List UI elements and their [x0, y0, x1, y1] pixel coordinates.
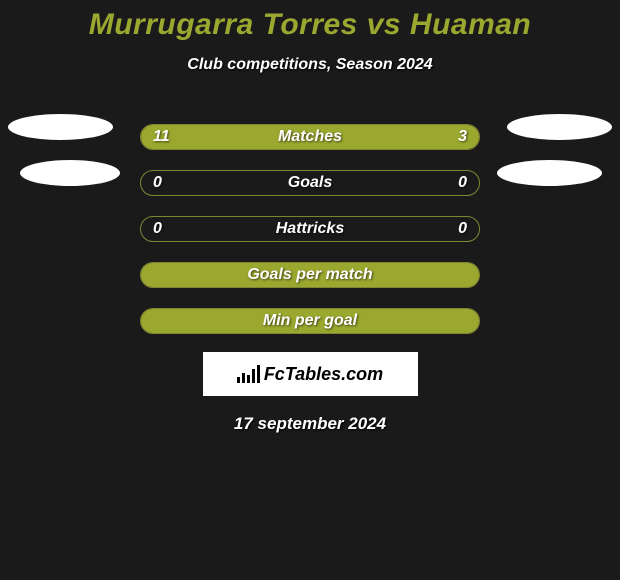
page-title: Murrugarra Torres vs Huaman — [89, 8, 532, 42]
stat-value-right: 0 — [458, 220, 467, 238]
stat-label: Goals — [141, 174, 479, 192]
logo: FcTables.com — [237, 364, 383, 385]
stat-label: Matches — [141, 128, 479, 146]
subtitle: Club competitions, Season 2024 — [187, 56, 432, 74]
stat-row-goals-per-match: Goals per match — [0, 252, 620, 298]
logo-box[interactable]: FcTables.com — [203, 352, 418, 396]
stat-row-min-per-goal: Min per goal — [0, 298, 620, 344]
logo-text: FcTables.com — [264, 364, 383, 385]
date-label: 17 september 2024 — [234, 414, 386, 434]
stat-bar: 11 Matches 3 — [140, 124, 480, 150]
stat-value-right: 0 — [458, 174, 467, 192]
stat-label: Goals per match — [141, 266, 479, 284]
chart-icon — [237, 365, 260, 383]
stat-row-goals: 0 Goals 0 — [0, 160, 620, 206]
stats-area: 11 Matches 3 0 Goals 0 0 Hattricks 0 Goa… — [0, 114, 620, 344]
stat-label: Min per goal — [141, 312, 479, 330]
stat-row-matches: 11 Matches 3 — [0, 114, 620, 160]
stat-bar: Min per goal — [140, 308, 480, 334]
stat-row-hattricks: 0 Hattricks 0 — [0, 206, 620, 252]
stat-bar: 0 Goals 0 — [140, 170, 480, 196]
stat-bar: Goals per match — [140, 262, 480, 288]
stat-label: Hattricks — [141, 220, 479, 238]
stat-value-right: 3 — [458, 128, 467, 146]
stats-card: Murrugarra Torres vs Huaman Club competi… — [0, 0, 620, 580]
stat-bar: 0 Hattricks 0 — [140, 216, 480, 242]
